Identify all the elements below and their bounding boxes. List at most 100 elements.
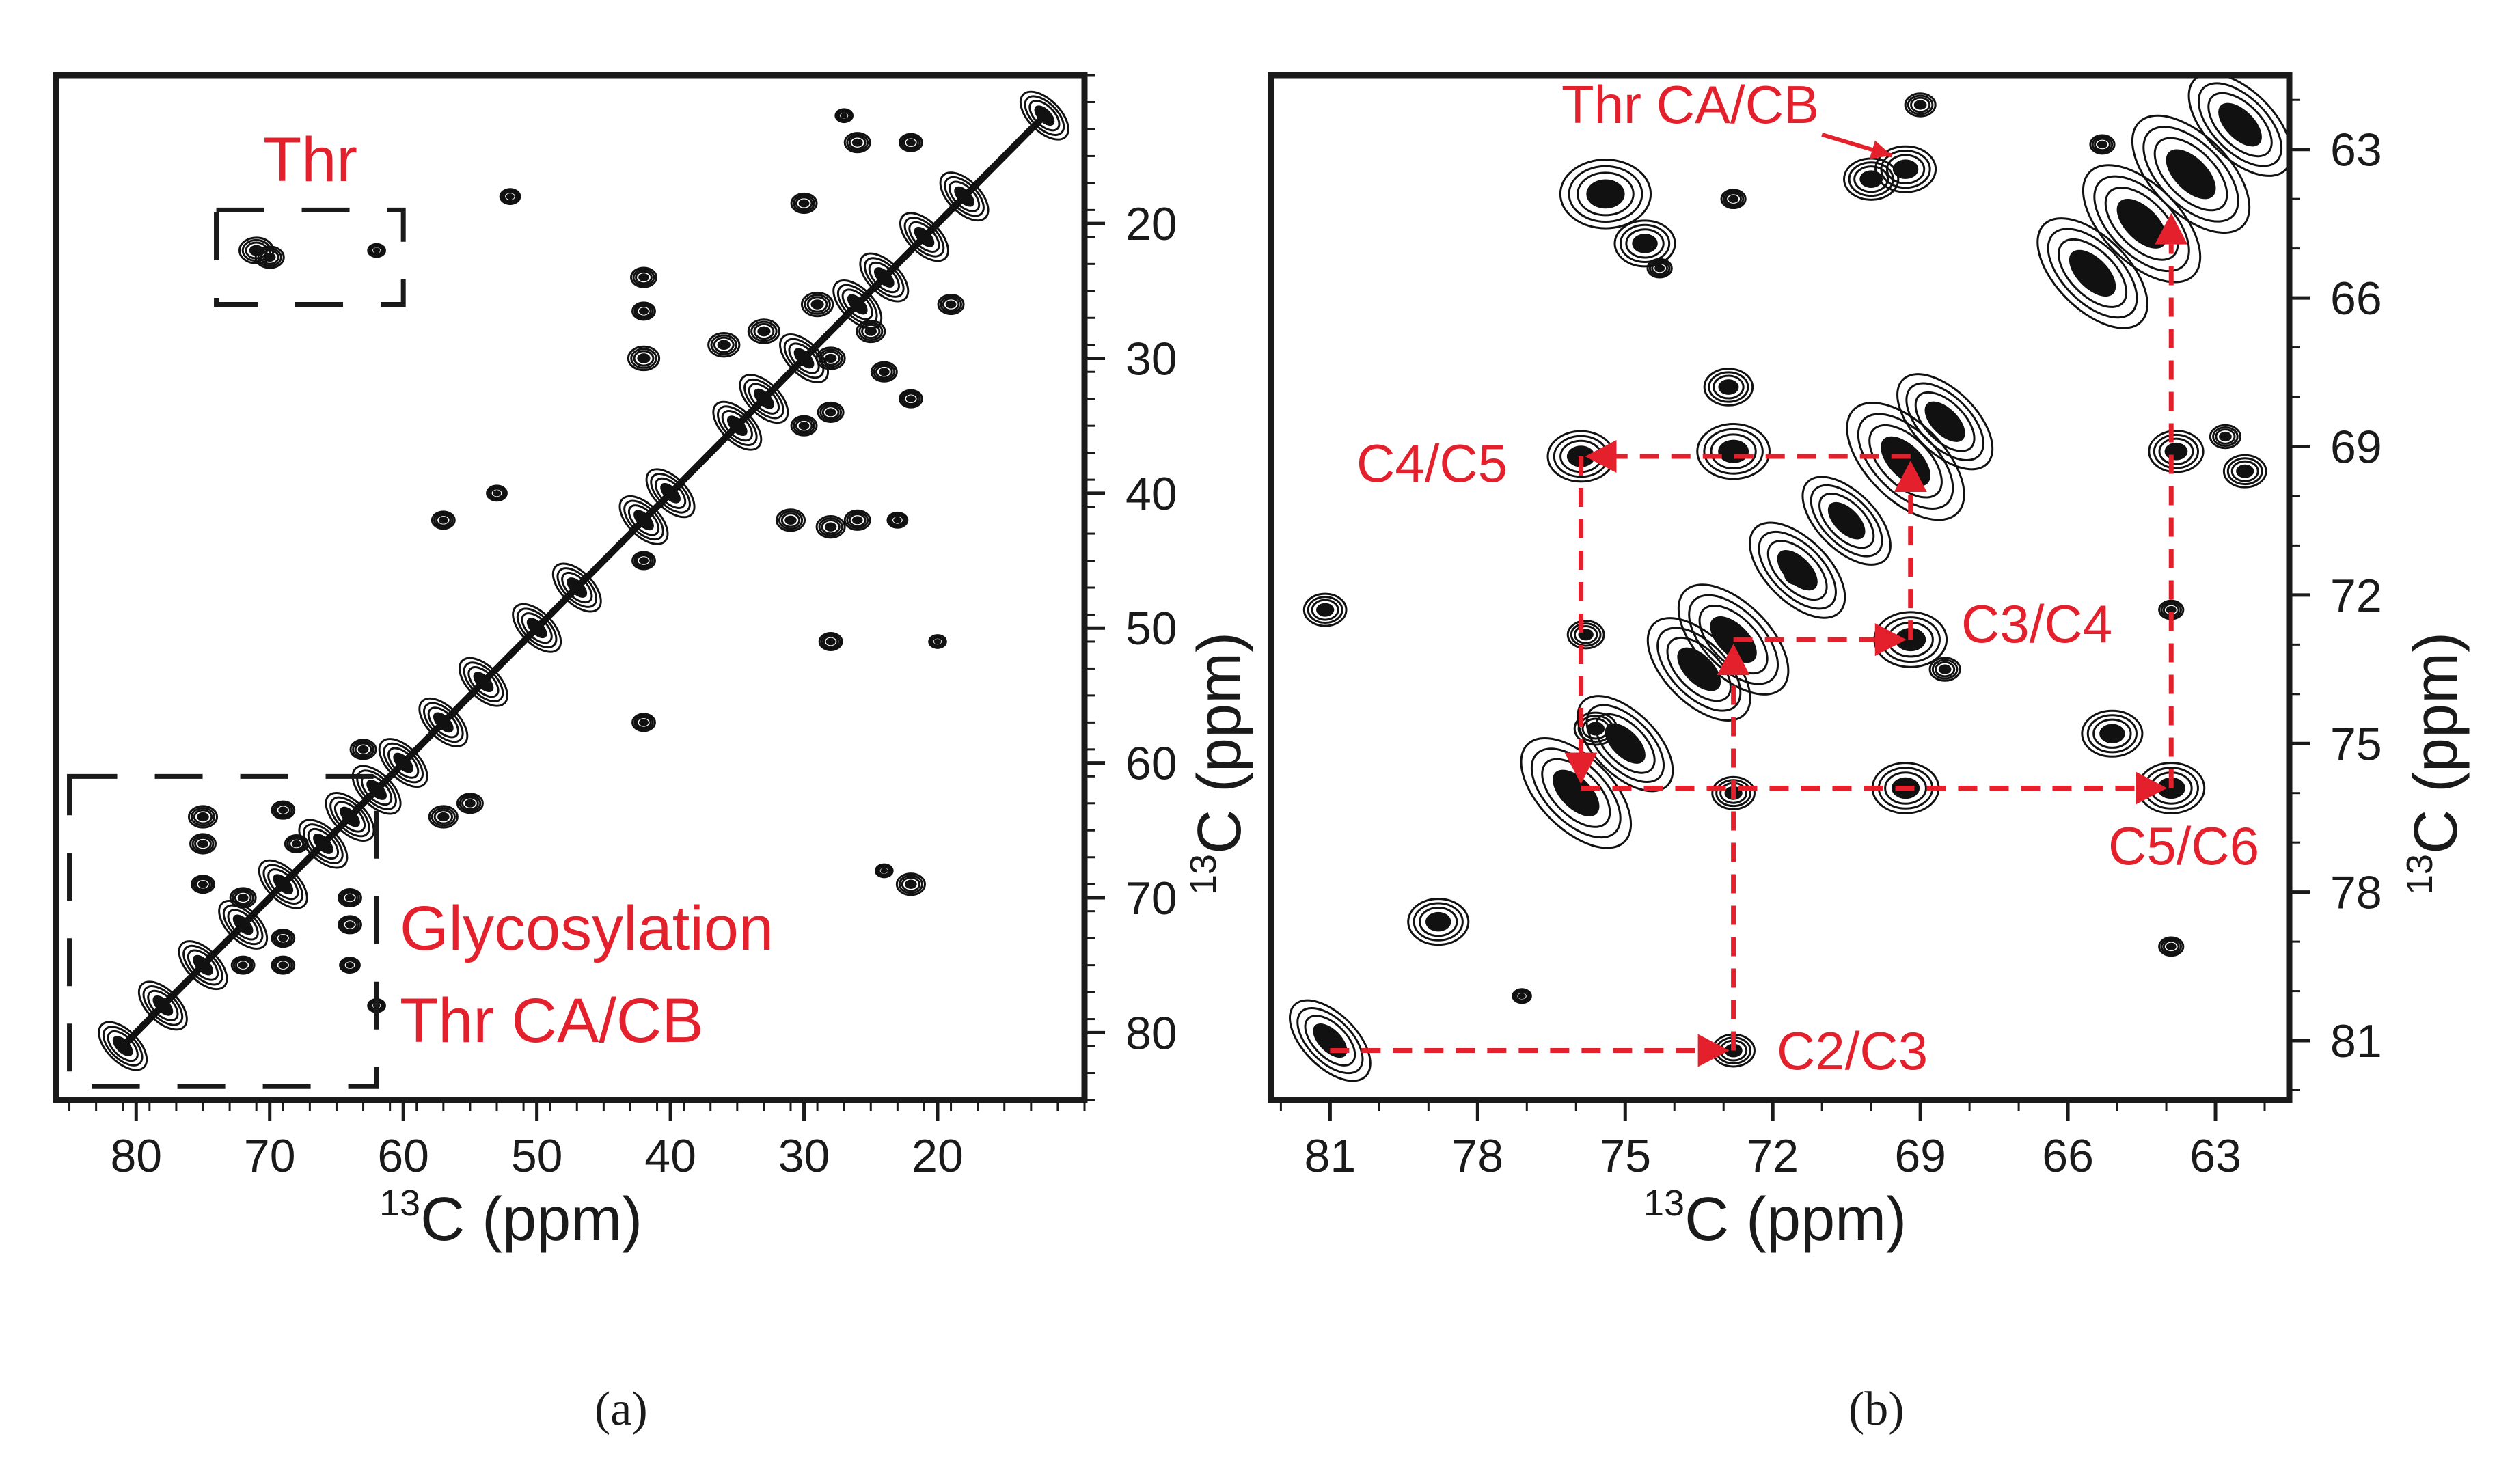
cross-peak-core bbox=[1586, 722, 1605, 736]
cross-peak-contour bbox=[2092, 718, 2132, 749]
cross-peak-core bbox=[2166, 605, 2177, 614]
cross-peak bbox=[895, 872, 926, 896]
cross-peak bbox=[790, 415, 818, 437]
cross-peak-contour bbox=[342, 891, 358, 905]
y-tick-label: 60 bbox=[1125, 738, 1177, 790]
cross-peak-core bbox=[492, 490, 502, 497]
cross-peak-contour bbox=[636, 554, 652, 567]
cross-peak-contour bbox=[940, 295, 963, 314]
cross-peak-contour bbox=[271, 800, 296, 820]
cross-peak bbox=[431, 510, 456, 530]
cross-peak-contour bbox=[1512, 988, 1532, 1004]
diagonal-peak-contour bbox=[2153, 137, 2228, 212]
cross-peak-contour bbox=[929, 635, 946, 648]
cross-peak-contour bbox=[288, 837, 305, 851]
cross-peak-contour bbox=[821, 351, 841, 366]
panel-b-tick-labels: 81 78 75 72 69 66 63 63 66 69 72 75 78 81 bbox=[1305, 124, 2382, 1182]
cross-peak-contour bbox=[627, 345, 661, 372]
cross-peak bbox=[856, 319, 886, 344]
cross-peak-contour bbox=[846, 133, 869, 152]
cross-peak-contour bbox=[349, 739, 377, 760]
cross-peak-contour bbox=[1848, 161, 1894, 197]
diagonal-peak-core bbox=[1827, 501, 1866, 540]
assignment-arrowhead bbox=[2136, 771, 2168, 805]
cross-peak-contour bbox=[275, 931, 291, 945]
cross-peak bbox=[271, 955, 296, 975]
cross-peak-contour bbox=[903, 136, 919, 149]
cross-peak-core bbox=[878, 368, 890, 376]
cross-peak-contour bbox=[629, 266, 658, 288]
cross-peak-contour bbox=[273, 957, 294, 974]
c4-c5-label: C4/C5 bbox=[1356, 433, 1507, 493]
assignment-arrowhead bbox=[1894, 460, 1927, 492]
c5-c6-label: C5/C6 bbox=[2108, 816, 2259, 876]
cross-peak-core bbox=[1518, 993, 1526, 1000]
cross-peak-contour bbox=[753, 322, 775, 340]
diagonal-peak bbox=[2036, 217, 2148, 329]
cross-peak-contour bbox=[1713, 374, 1745, 400]
panel-b-plot-frame bbox=[1268, 72, 2293, 1103]
cross-peak bbox=[339, 957, 361, 974]
cross-peak-contour bbox=[707, 332, 741, 358]
cross-peak-contour bbox=[2212, 426, 2239, 448]
cross-peak-contour bbox=[1786, 566, 1808, 584]
cross-peak-contour bbox=[886, 511, 909, 529]
panel-a-tick-labels: 80 70 60 50 40 30 20 20 30 40 50 60 70 80 bbox=[110, 198, 1177, 1182]
cross-peak-contour bbox=[2226, 457, 2263, 486]
cross-peak bbox=[2089, 134, 2116, 155]
cross-peak-contour bbox=[846, 511, 869, 530]
cross-peak-contour bbox=[843, 509, 871, 531]
y-tick-label: 63 bbox=[2330, 124, 2382, 176]
cross-peak-contour bbox=[793, 194, 816, 212]
cross-peak bbox=[800, 291, 834, 318]
cross-peak-core bbox=[798, 422, 810, 430]
cross-peak-contour bbox=[340, 958, 359, 972]
x-tick-label: 78 bbox=[1451, 1130, 1503, 1182]
x-tick-label: 81 bbox=[1305, 1130, 1356, 1182]
c2-c3-label: C2/C3 bbox=[1777, 1021, 1928, 1081]
cross-peak-contour bbox=[189, 833, 217, 855]
cross-peak-core bbox=[840, 113, 848, 119]
y-tick-label: 30 bbox=[1125, 333, 1177, 385]
cross-peak-core bbox=[278, 961, 288, 969]
cross-peak-contour bbox=[1619, 223, 1671, 263]
cross-peak-contour bbox=[710, 334, 738, 356]
cross-peak-core bbox=[437, 812, 450, 822]
panel-b-x-axis-title: 13C (ppm) bbox=[1643, 1183, 1907, 1254]
cross-peak-core bbox=[905, 395, 916, 403]
diagonal-peak-core bbox=[1924, 401, 1965, 442]
cross-peak-contour bbox=[499, 188, 521, 206]
cross-peak-contour bbox=[2086, 714, 2138, 754]
cross-peak-contour bbox=[635, 270, 653, 285]
cross-peak-contour bbox=[2091, 136, 2114, 153]
cross-peak bbox=[187, 805, 219, 829]
cross-peak-contour bbox=[1651, 261, 1669, 275]
diagonal-peak-contour bbox=[1810, 484, 1883, 558]
cross-peak-contour bbox=[2089, 134, 2116, 155]
diagonal-peak-contour bbox=[1296, 1006, 1364, 1075]
cross-peak-core bbox=[438, 516, 448, 524]
cross-peak bbox=[874, 863, 894, 879]
cross-peak-core bbox=[1654, 264, 1665, 273]
cross-peak bbox=[499, 188, 521, 206]
cross-peak-core bbox=[1586, 179, 1625, 209]
cross-peak bbox=[1512, 988, 1532, 1004]
diagonal-peak-core bbox=[2116, 198, 2167, 249]
cross-peak-core bbox=[824, 522, 837, 532]
cross-peak bbox=[747, 318, 781, 344]
cross-peak-contour bbox=[931, 636, 944, 647]
cross-peak-contour bbox=[194, 836, 212, 851]
cross-peak-contour bbox=[339, 957, 361, 974]
cross-peak-core bbox=[2097, 140, 2107, 149]
cross-peak-contour bbox=[487, 486, 506, 501]
cross-peak-contour bbox=[834, 108, 854, 124]
assignment-arrowhead bbox=[1874, 623, 1907, 657]
cross-peak-contour bbox=[636, 305, 652, 318]
cross-peak-contour bbox=[431, 807, 456, 827]
cross-peak-contour bbox=[340, 916, 360, 933]
cross-peak-contour bbox=[340, 890, 360, 906]
cross-peak-contour bbox=[848, 513, 867, 527]
cross-peak-contour bbox=[1413, 902, 1464, 942]
panel-a-ticks bbox=[68, 74, 1105, 1121]
diagonal-peak-contour bbox=[2104, 187, 2179, 261]
